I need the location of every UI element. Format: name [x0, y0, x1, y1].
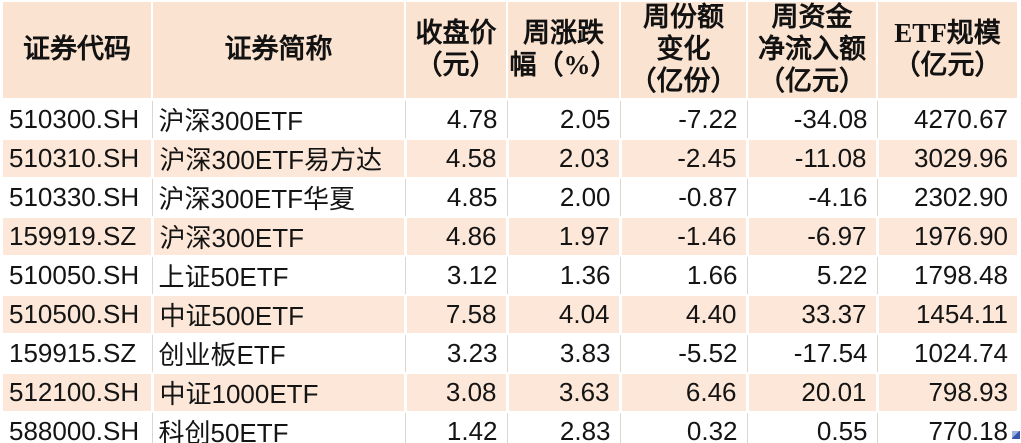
- cell-flow: -34.08: [746, 98, 877, 140]
- cell-code: 159915.SZ: [3, 333, 152, 374]
- cell-chg: 1.36: [506, 255, 620, 296]
- cell-chg: 3.83: [506, 333, 620, 374]
- cell-share: -7.22: [619, 98, 747, 140]
- table-header-row: 证券代码 证券简称 收盘价 （元） 周涨跌 幅（%） 周份额 变化 （亿份） 周…: [3, 2, 1017, 101]
- cell-code: 512100.SH: [3, 371, 152, 413]
- table-row: 159915.SZ 创业板ETF 3.23 3.83 -5.52 -17.54 …: [3, 333, 1017, 374]
- cell-scale: 770.18: [876, 411, 1017, 443]
- cell-chg: 2.83: [506, 411, 620, 443]
- cell-chg: 2.05: [506, 98, 620, 140]
- cell-name: 中证500ETF: [150, 293, 405, 335]
- table-row: 510300.SH 沪深300ETF 4.78 2.05 -7.22 -34.0…: [3, 98, 1017, 140]
- cell-code: 510300.SH: [3, 98, 152, 140]
- cell-chg: 2.00: [506, 177, 620, 218]
- cell-share: 6.46: [618, 371, 747, 413]
- cell-close: 7.58: [403, 293, 507, 335]
- cell-share: -0.87: [619, 177, 747, 218]
- cell-flow: 33.37: [745, 293, 877, 335]
- cell-share: 0.32: [619, 411, 747, 443]
- cell-code: 510330.SH: [3, 177, 152, 218]
- cell-share: -1.46: [618, 215, 747, 257]
- selection-fill-handle-marker: [1012, 431, 1020, 439]
- cell-close: 4.58: [403, 137, 507, 179]
- column-header-name: 证券简称: [151, 2, 405, 101]
- cell-share: -5.52: [619, 333, 747, 374]
- cell-code: 510500.SH: [3, 293, 152, 335]
- cell-name: 上证50ETF: [151, 255, 405, 296]
- table-row: 510050.SH 上证50ETF 3.12 1.36 1.66 5.22 17…: [3, 255, 1017, 296]
- cell-flow: -11.08: [745, 137, 877, 179]
- cell-code: 510050.SH: [3, 255, 152, 296]
- cell-code: 159919.SZ: [3, 215, 152, 257]
- cell-name: 中证1000ETF: [150, 371, 405, 413]
- table-row: 512100.SH 中证1000ETF 3.08 3.63 6.46 20.01…: [3, 371, 1017, 413]
- cell-share: -2.45: [618, 137, 747, 179]
- cell-scale: 2302.90: [876, 177, 1017, 218]
- cell-share: 4.40: [618, 293, 747, 335]
- table-row: 510330.SH 沪深300ETF华夏 4.85 2.00 -0.87 -4.…: [3, 177, 1017, 218]
- column-header-code: 证券代码: [3, 2, 152, 101]
- cell-chg: 4.04: [505, 293, 620, 335]
- cell-chg: 2.03: [505, 137, 620, 179]
- cell-flow: -4.16: [746, 177, 877, 218]
- column-header-etf-scale: ETF规模 （亿元）: [876, 2, 1017, 101]
- cell-close: 4.86: [403, 215, 507, 257]
- cell-name: 沪深300ETF易方达: [150, 137, 405, 179]
- cell-flow: 0.55: [746, 411, 877, 443]
- cell-scale: 4270.67: [876, 98, 1017, 140]
- column-header-share-change: 周份额 变化 （亿份）: [619, 2, 747, 101]
- cell-name: 科创50ETF: [151, 411, 405, 443]
- cell-scale: 1454.11: [875, 293, 1017, 335]
- cell-flow: 20.01: [745, 371, 877, 413]
- column-header-close: 收盘价 （元）: [404, 2, 507, 101]
- cell-code: 510310.SH: [3, 137, 152, 179]
- cell-code: 588000.SH: [3, 411, 152, 443]
- cell-close: 3.12: [404, 255, 507, 296]
- cell-flow: -6.97: [745, 215, 877, 257]
- cell-scale: 1976.90: [875, 215, 1017, 257]
- cell-chg: 3.63: [505, 371, 620, 413]
- cell-scale: 1024.74: [876, 333, 1017, 374]
- cell-name: 创业板ETF: [151, 333, 405, 374]
- table-row: 510310.SH 沪深300ETF易方达 4.58 2.03 -2.45 -1…: [3, 137, 1017, 179]
- table-row: 588000.SH 科创50ETF 1.42 2.83 0.32 0.55 77…: [3, 411, 1017, 443]
- cell-name: 沪深300ETF: [151, 98, 405, 140]
- cell-close: 3.23: [404, 333, 507, 374]
- cell-scale: 1798.48: [876, 255, 1017, 296]
- cell-chg: 1.97: [505, 215, 620, 257]
- cell-share: 1.66: [619, 255, 747, 296]
- cell-flow: 5.22: [746, 255, 877, 296]
- cell-name: 沪深300ETF华夏: [151, 177, 405, 218]
- cell-flow: -17.54: [746, 333, 877, 374]
- cell-name: 沪深300ETF: [150, 215, 405, 257]
- cell-close: 3.08: [403, 371, 507, 413]
- cell-close: 4.78: [404, 98, 507, 140]
- etf-data-table: 证券代码 证券简称 收盘价 （元） 周涨跌 幅（%） 周份额 变化 （亿份） 周…: [3, 2, 1017, 443]
- cell-close: 4.85: [404, 177, 507, 218]
- table-row: 510500.SH 中证500ETF 7.58 4.04 4.40 33.37 …: [3, 293, 1017, 335]
- table-row: 159919.SZ 沪深300ETF 4.86 1.97 -1.46 -6.97…: [3, 215, 1017, 257]
- cell-close: 1.42: [404, 411, 507, 443]
- cell-scale: 3029.96: [875, 137, 1017, 179]
- column-header-weekly-change: 周涨跌 幅（%）: [506, 2, 620, 101]
- column-header-net-inflow: 周资金 净流入额 （亿元）: [746, 2, 877, 101]
- cell-scale: 798.93: [875, 371, 1017, 413]
